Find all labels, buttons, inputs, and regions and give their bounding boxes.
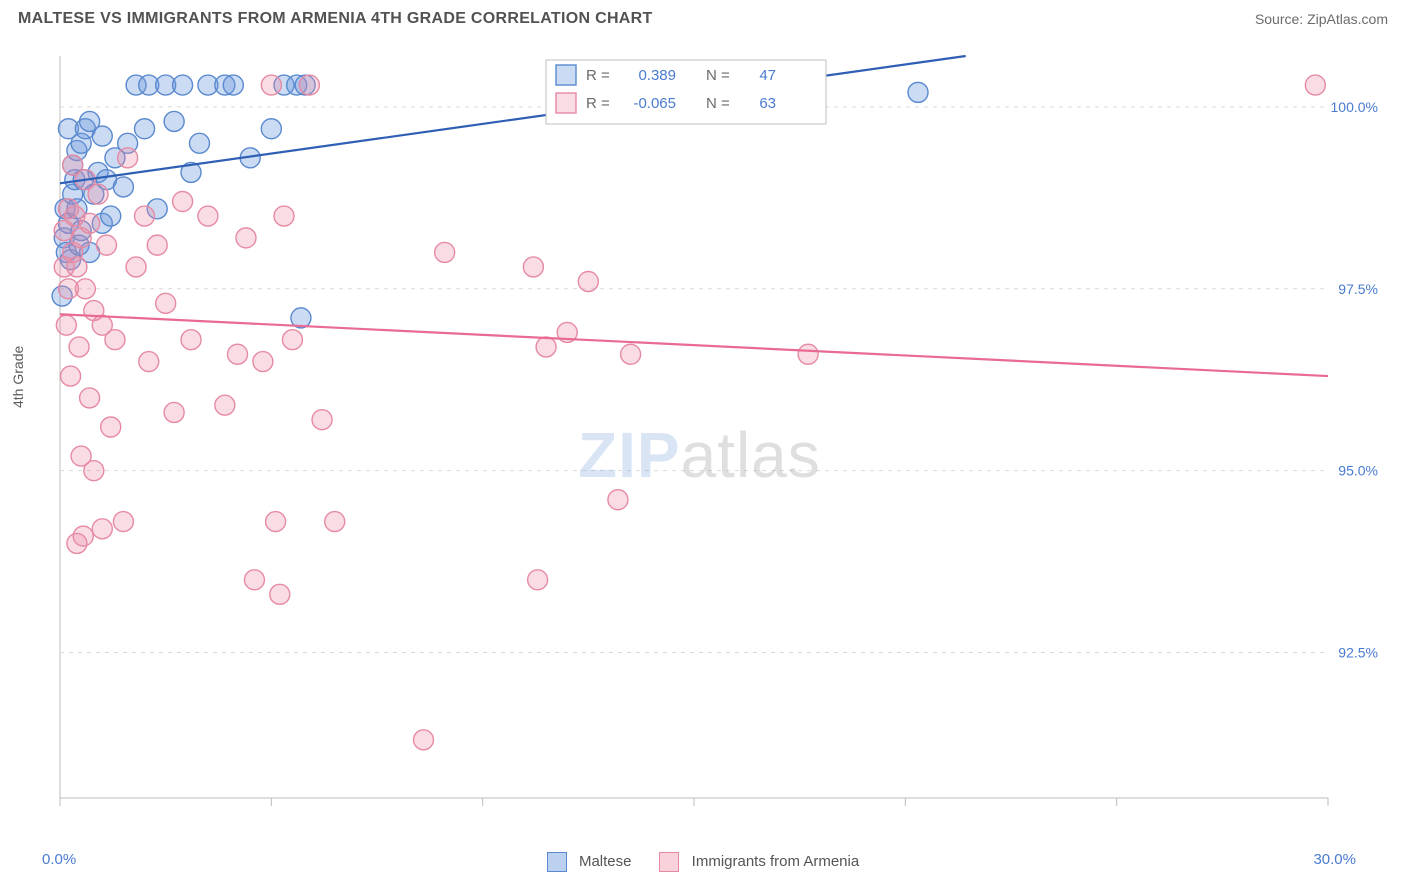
svg-text:63: 63 <box>759 95 776 112</box>
legend-swatch-maltese <box>547 852 567 872</box>
legend-label-armenia: Immigrants from Armenia <box>692 853 860 870</box>
chart-title: MALTESE VS IMMIGRANTS FROM ARMENIA 4TH G… <box>18 10 653 28</box>
x-axis-max-label: 30.0% <box>1313 851 1356 868</box>
legend-item-maltese: Maltese <box>547 852 632 872</box>
chart-container: 4th Grade 92.5%95.0%97.5%100.0%R =0.389N… <box>18 38 1388 828</box>
legend-item-armenia: Immigrants from Armenia <box>659 852 859 872</box>
legend-swatch-armenia <box>659 852 679 872</box>
svg-text:N =: N = <box>706 95 730 112</box>
svg-text:95.0%: 95.0% <box>1338 463 1378 479</box>
svg-text:97.5%: 97.5% <box>1338 281 1378 297</box>
svg-text:47: 47 <box>759 67 776 84</box>
svg-text:N =: N = <box>706 67 730 84</box>
source-label: Source: ZipAtlas.com <box>1255 11 1388 27</box>
x-axis-min-label: 0.0% <box>42 851 76 868</box>
scatter-chart: 92.5% 95.0% 97.5% 100.0% R = 0.389 N = 47 R = -0.… <box>18 38 1388 828</box>
svg-text:0.389: 0.389 <box>638 67 676 84</box>
svg-text:R =: R = <box>586 95 610 112</box>
svg-text:-0.065: -0.065 <box>633 95 676 112</box>
svg-text:92.5%: 92.5% <box>1338 645 1378 661</box>
header: MALTESE VS IMMIGRANTS FROM ARMENIA 4TH G… <box>0 0 1406 34</box>
bottom-legend: Maltese Immigrants from Armenia <box>0 852 1406 872</box>
svg-text:100.0%: 100.0% <box>1331 99 1378 115</box>
y-axis-label: 4th Grade <box>10 346 26 408</box>
legend-label-maltese: Maltese <box>579 853 632 870</box>
svg-text:R =: R = <box>586 67 610 84</box>
